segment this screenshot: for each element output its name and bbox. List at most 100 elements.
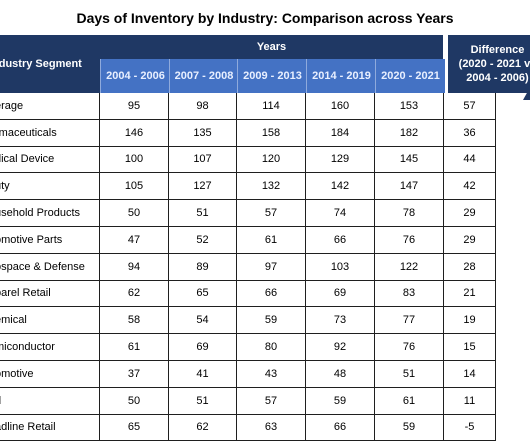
value-cell: 97 — [237, 253, 306, 281]
table-row: parel Retail 62 65 66 69 83 21 — [0, 280, 530, 308]
table-row: emical585459737719 — [0, 307, 530, 335]
years-header: Years — [100, 35, 443, 59]
difference-cell: 57 — [444, 93, 496, 120]
segment-header-label: ndustry Segment — [0, 58, 82, 70]
table-row: ospace & Defense 94 89 97 103 122 28 — [0, 253, 530, 281]
value-cell: 54 — [169, 307, 237, 335]
difference-cell: 21 — [444, 280, 496, 308]
segment-header: ndustry Segment — [0, 35, 100, 93]
value-cell: 61 — [100, 334, 169, 361]
chart-title: Days of Inventory by Industry: Compariso… — [76, 10, 454, 26]
value-cell: 57 — [237, 387, 306, 415]
value-cell: 63 — [237, 414, 306, 442]
value-cell: 76 — [375, 227, 444, 254]
segment-cell: rmaceuticals — [0, 119, 100, 147]
segment-cell: usehold Products — [0, 200, 100, 227]
year-column-header: 2014 - 2019 — [306, 59, 376, 93]
value-cell: 61 — [237, 227, 306, 254]
difference-cell: 15 — [444, 334, 496, 361]
segment-cell: omotive Parts — [0, 227, 100, 254]
table-row: dical Device 100 107 120 129 145 44 — [0, 146, 530, 174]
difference-cell: 36 — [444, 119, 496, 147]
value-cell: 145 — [375, 146, 444, 174]
arrow-head — [523, 87, 530, 100]
value-cell: 57 — [237, 200, 306, 227]
value-cell: 92 — [306, 334, 375, 361]
value-cell: 48 — [306, 361, 375, 388]
value-cell: 114 — [237, 93, 306, 120]
year-column-header: 2007 - 2008 — [169, 59, 238, 93]
value-cell: 52 — [169, 227, 237, 254]
difference-header-line1: Difference — [470, 44, 525, 56]
table-row: d505157596111 — [0, 387, 530, 415]
value-cell: 50 — [100, 387, 169, 415]
value-cell: 127 — [169, 173, 237, 201]
segment-cell: emical — [0, 307, 100, 335]
value-cell: 95 — [100, 93, 169, 120]
difference-cell: 44 — [444, 146, 496, 174]
segment-cell: adline Retail — [0, 414, 100, 442]
table-row: rmaceuticals 146 135 158 184 182 36 — [0, 119, 530, 147]
value-cell: 78 — [375, 200, 444, 227]
value-cell: 142 — [306, 173, 375, 201]
value-cell: 80 — [237, 334, 306, 361]
value-cell: 59 — [306, 387, 375, 415]
difference-cell: 42 — [444, 173, 496, 201]
segment-cell: erage — [0, 93, 100, 120]
value-cell: 184 — [306, 119, 375, 147]
difference-header-line3: 2004 - 2006) — [466, 72, 529, 84]
value-cell: 77 — [375, 307, 444, 335]
value-cell: 76 — [375, 334, 444, 361]
value-cell: 160 — [306, 93, 375, 120]
value-cell: 107 — [169, 146, 237, 174]
difference-header-line2: (2020 - 2021 vs — [458, 58, 530, 70]
value-cell: 120 — [237, 146, 306, 174]
table-row: uty10512713214214742 — [0, 173, 530, 201]
difference-cell: 28 — [444, 253, 496, 281]
difference-cell: 11 — [444, 387, 496, 415]
value-cell: 94 — [100, 253, 169, 281]
segment-cell: dical Device — [0, 146, 100, 174]
value-cell: 62 — [100, 280, 169, 308]
value-cell: 69 — [169, 334, 237, 361]
value-cell: 146 — [100, 119, 169, 147]
years-header-label: Years — [256, 41, 287, 53]
difference-cell: 14 — [444, 361, 496, 388]
value-cell: 129 — [306, 146, 375, 174]
segment-cell: parel Retail — [0, 280, 100, 308]
value-cell: 66 — [237, 280, 306, 308]
difference-arrow — [523, 87, 530, 100]
value-cell: 103 — [306, 253, 375, 281]
value-cell: 37 — [100, 361, 169, 388]
value-cell: 135 — [169, 119, 237, 147]
value-cell: 47 — [100, 227, 169, 254]
table-row: omotive Parts 47 52 61 66 76 29 — [0, 227, 530, 254]
value-cell: 147 — [375, 173, 444, 201]
year-column-header: 2009 - 2013 — [237, 59, 307, 93]
value-cell: 158 — [237, 119, 306, 147]
segment-cell: ospace & Defense — [0, 253, 100, 281]
value-cell: 105 — [100, 173, 169, 201]
value-cell: 51 — [169, 200, 237, 227]
segment-cell: omotive — [0, 361, 100, 388]
value-cell: 74 — [306, 200, 375, 227]
segment-cell: miconductor — [0, 334, 100, 361]
value-cell: 65 — [169, 280, 237, 308]
value-cell: 132 — [237, 173, 306, 201]
difference-header: Difference (2020 - 2021 vs 2004 - 2006) — [448, 35, 530, 93]
value-cell: 51 — [375, 361, 444, 388]
value-cell: 62 — [169, 414, 237, 442]
value-cell: 51 — [169, 387, 237, 415]
value-cell: 59 — [237, 307, 306, 335]
value-cell: 89 — [169, 253, 237, 281]
table-row: usehold Products 50 51 57 74 78 29 — [0, 200, 530, 227]
value-cell: 122 — [375, 253, 444, 281]
year-column-header: 2020 - 2021 — [375, 59, 445, 93]
value-cell: 153 — [375, 93, 444, 120]
table-row: omotive374143485114 — [0, 361, 530, 388]
value-cell: 43 — [237, 361, 306, 388]
table-row: adline Retail 65 62 63 66 59 -5 — [0, 414, 530, 442]
year-column-header: 2004 - 2006 — [100, 59, 170, 93]
value-cell: 65 — [100, 414, 169, 442]
value-cell: 100 — [100, 146, 169, 174]
